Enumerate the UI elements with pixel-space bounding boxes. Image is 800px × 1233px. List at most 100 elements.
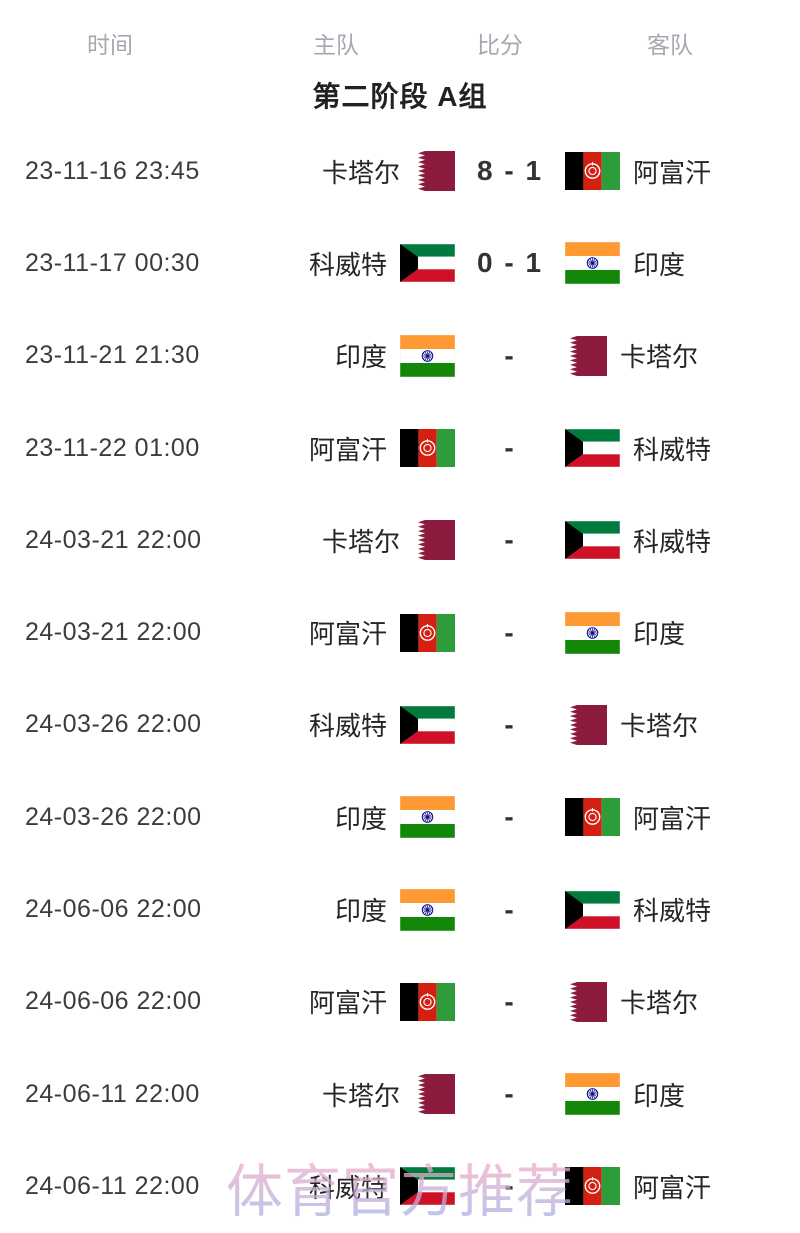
match-score: -	[504, 1078, 516, 1110]
match-time: 24-06-06 22:00	[25, 895, 202, 924]
home-team-name: 印度	[334, 803, 387, 834]
match-time: 24-06-06 22:00	[25, 987, 202, 1016]
match-row[interactable]: 24-06-11 22:00 科威特 - 阿富汗	[0, 1140, 800, 1232]
away-team-cell[interactable]: 科威特	[565, 429, 800, 468]
home-team-name: 印度	[334, 896, 387, 927]
column-header-home: 主队	[313, 32, 359, 58]
away-team-cell[interactable]: 科威特	[565, 521, 800, 560]
match-time: 24-03-26 22:00	[25, 802, 202, 831]
away-team-name: 卡塔尔	[620, 342, 699, 373]
match-time: 24-03-21 22:00	[25, 525, 202, 554]
india-flag-icon	[400, 334, 455, 377]
home-team-cell[interactable]: 印度	[280, 334, 455, 377]
away-team-name: 阿富汗	[633, 157, 712, 188]
away-team-cell[interactable]: 卡塔尔	[565, 704, 800, 745]
away-team-name: 卡塔尔	[620, 988, 699, 1019]
match-row[interactable]: 24-03-26 22:00 科威特 - 卡塔尔	[0, 679, 800, 771]
away-team-name: 卡塔尔	[620, 711, 699, 742]
match-time: 24-03-21 22:00	[25, 618, 202, 647]
away-team-cell[interactable]: 卡塔尔	[565, 981, 800, 1022]
afghanistan-flag-icon	[400, 429, 455, 468]
qatar-flag-icon	[413, 151, 455, 192]
home-team-name: 科威特	[308, 711, 387, 742]
home-team-name: 阿富汗	[308, 434, 387, 465]
match-score: -	[504, 524, 516, 556]
india-flag-icon	[565, 1073, 620, 1116]
home-team-cell[interactable]: 科威特	[280, 705, 455, 744]
away-team-cell[interactable]: 阿富汗	[565, 798, 800, 837]
home-team-name: 阿富汗	[308, 988, 387, 1019]
home-team-cell[interactable]: 阿富汗	[280, 429, 455, 468]
group-stage-title: 第二阶段 A组	[312, 80, 488, 112]
match-row[interactable]: 24-03-21 22:00 卡塔尔 - 科威特	[0, 494, 800, 586]
away-team-cell[interactable]: 科威特	[565, 890, 800, 929]
india-flag-icon	[400, 796, 455, 839]
match-score: -	[504, 339, 516, 371]
match-row[interactable]: 24-06-06 22:00 印度 - 科威特	[0, 863, 800, 955]
qatar-flag-icon	[413, 520, 455, 561]
match-row[interactable]: 24-06-11 22:00 卡塔尔 - 印度	[0, 1048, 800, 1140]
india-flag-icon	[400, 888, 455, 931]
match-row[interactable]: 24-03-21 22:00 阿富汗 - 印度	[0, 586, 800, 678]
home-team-name: 卡塔尔	[321, 1080, 400, 1111]
home-team-name: 阿富汗	[308, 619, 387, 650]
match-list: 23-11-16 23:45 卡塔尔 8 - 1 阿富汗 23-11-17 00…	[0, 125, 800, 1233]
match-time: 23-11-16 23:45	[25, 156, 200, 185]
match-row[interactable]: 23-11-22 01:00 阿富汗 - 科威特	[0, 402, 800, 494]
column-header-score: 比分	[477, 32, 523, 58]
home-team-name: 科威特	[308, 1172, 387, 1203]
away-team-cell[interactable]: 印度	[565, 1073, 800, 1116]
home-team-cell[interactable]: 卡塔尔	[280, 520, 455, 561]
kuwait-flag-icon	[400, 244, 455, 283]
match-score: -	[504, 985, 516, 1017]
column-header-time: 时间	[87, 32, 133, 58]
match-score: -	[504, 432, 516, 464]
india-flag-icon	[565, 242, 620, 285]
home-team-cell[interactable]: 卡塔尔	[280, 1074, 455, 1115]
home-team-cell[interactable]: 科威特	[280, 244, 455, 283]
column-header-away: 客队	[647, 32, 693, 58]
home-team-cell[interactable]: 阿富汗	[280, 613, 455, 652]
match-time: 24-06-11 22:00	[25, 1079, 200, 1108]
home-team-cell[interactable]: 印度	[280, 796, 455, 839]
away-team-cell[interactable]: 阿富汗	[565, 152, 800, 191]
match-score: -	[504, 708, 516, 740]
afghanistan-flag-icon	[400, 613, 455, 652]
home-team-cell[interactable]: 卡塔尔	[280, 151, 455, 192]
kuwait-flag-icon	[565, 890, 620, 929]
home-team-cell[interactable]: 阿富汗	[280, 982, 455, 1021]
match-time: 23-11-21 21:30	[25, 341, 200, 370]
qatar-flag-icon	[565, 704, 607, 745]
match-row[interactable]: 24-03-26 22:00 印度 - 阿富汗	[0, 771, 800, 863]
home-team-cell[interactable]: 印度	[280, 888, 455, 931]
away-team-cell[interactable]: 卡塔尔	[565, 335, 800, 376]
match-row[interactable]: 23-11-21 21:30 印度 - 卡塔尔	[0, 310, 800, 402]
qatar-flag-icon	[413, 1074, 455, 1115]
kuwait-flag-icon	[565, 429, 620, 468]
kuwait-flag-icon	[565, 521, 620, 560]
match-score: -	[504, 616, 516, 648]
away-team-cell[interactable]: 印度	[565, 611, 800, 654]
match-row[interactable]: 23-11-16 23:45 卡塔尔 8 - 1 阿富汗	[0, 125, 800, 217]
away-team-cell[interactable]: 印度	[565, 242, 800, 285]
column-header-row: 时间 主队 比分 客队	[0, 0, 800, 64]
away-team-name: 印度	[633, 619, 686, 650]
match-time: 23-11-22 01:00	[25, 433, 200, 462]
away-team-cell[interactable]: 阿富汗	[565, 1167, 800, 1206]
afghanistan-flag-icon	[565, 152, 620, 191]
kuwait-flag-icon	[400, 705, 455, 744]
match-time: 23-11-17 00:30	[25, 248, 200, 277]
match-row[interactable]: 24-06-06 22:00 阿富汗 - 卡塔尔	[0, 956, 800, 1048]
afghanistan-flag-icon	[400, 982, 455, 1021]
away-team-name: 印度	[633, 249, 686, 280]
match-row[interactable]: 23-11-17 00:30 科威特 0 - 1 印度	[0, 217, 800, 309]
match-score: -	[504, 801, 516, 833]
home-team-name: 科威特	[308, 249, 387, 280]
qatar-flag-icon	[565, 335, 607, 376]
match-score: 8 - 1	[476, 155, 544, 187]
home-team-cell[interactable]: 科威特	[280, 1167, 455, 1206]
match-score: 0 - 1	[476, 247, 544, 279]
away-team-name: 科威特	[633, 526, 712, 557]
match-time: 24-06-11 22:00	[25, 1171, 200, 1200]
away-team-name: 印度	[633, 1080, 686, 1111]
